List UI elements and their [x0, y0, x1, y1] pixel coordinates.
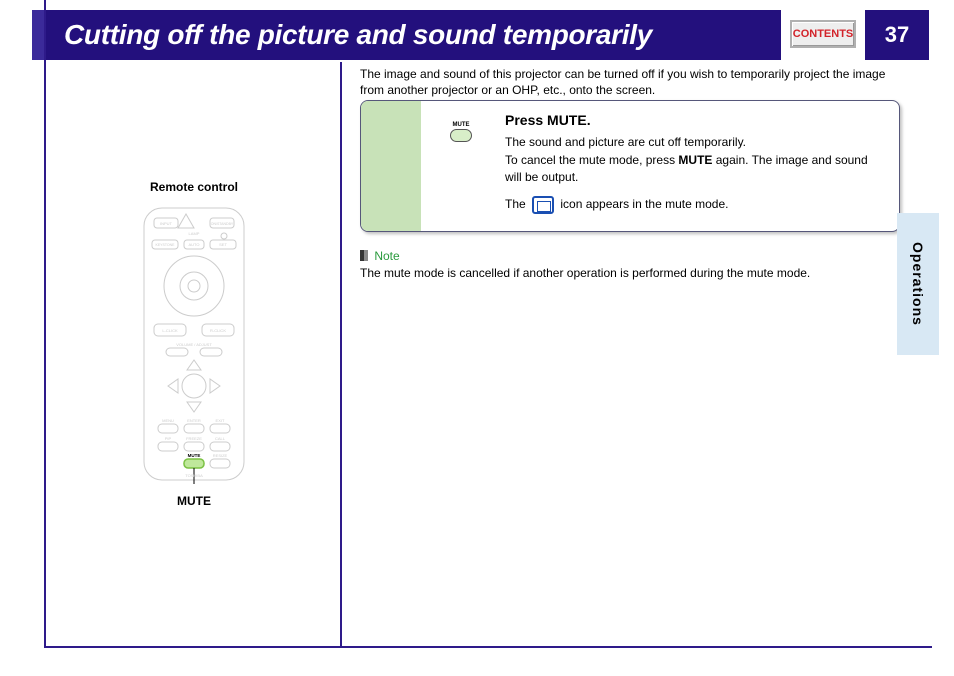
- note-text: The mute mode is cancelled if another op…: [360, 266, 898, 280]
- callout-text: Press MUTE. The sound and picture are cu…: [501, 101, 899, 231]
- remote-mute-label: MUTE: [80, 494, 308, 508]
- note-block: Note The mute mode is cancelled if anoth…: [360, 248, 898, 280]
- svg-text:MENU: MENU: [162, 418, 174, 423]
- callout-button-illustration: MUTE: [421, 101, 501, 231]
- svg-text:EXIT: EXIT: [216, 418, 225, 423]
- svg-text:CALL: CALL: [215, 436, 226, 441]
- remote-control-diagram: INPUT ON/STANDBY LAMP KEYSTONE AUTO SET …: [134, 204, 254, 484]
- callout-accent-strip: [361, 101, 421, 231]
- svg-text:AUTO: AUTO: [188, 242, 199, 247]
- section-side-tab: Operations: [897, 213, 939, 355]
- svg-text:PIP: PIP: [165, 436, 172, 441]
- svg-text:R-CLICK: R-CLICK: [210, 328, 226, 333]
- callout-line2: To cancel the mute mode, press MUTE agai…: [505, 152, 885, 186]
- mute-screen-icon: [532, 196, 554, 214]
- svg-text:LAMP: LAMP: [189, 231, 200, 236]
- remote-illustration-area: Remote control INPUT ON/STANDBY LAMP KEY…: [80, 180, 308, 508]
- svg-text:VOLUME / ADJUST: VOLUME / ADJUST: [176, 342, 212, 347]
- side-tab-label: Operations: [910, 242, 926, 326]
- instruction-callout: MUTE Press MUTE. The sound and picture a…: [360, 100, 900, 232]
- svg-text:INPUT: INPUT: [160, 221, 173, 226]
- intro-paragraph: The image and sound of this projector ca…: [360, 66, 898, 98]
- svg-text:SET: SET: [219, 242, 227, 247]
- svg-text:TOSHIBA: TOSHIBA: [185, 473, 203, 478]
- callout-line1: The sound and picture are cut off tempor…: [505, 134, 885, 151]
- svg-text:ENTER: ENTER: [187, 418, 201, 423]
- note-label: Note: [374, 249, 399, 263]
- svg-text:ON/STANDBY: ON/STANDBY: [211, 222, 234, 226]
- svg-text:MUTE: MUTE: [188, 453, 201, 458]
- mute-tiny-label: MUTE: [450, 122, 472, 128]
- callout-heading: Press MUTE.: [505, 111, 885, 131]
- callout-line3: The icon appears in the mute mode.: [505, 196, 885, 214]
- svg-text:RESIZE: RESIZE: [213, 453, 228, 458]
- svg-text:L-CLICK: L-CLICK: [162, 328, 178, 333]
- remote-title: Remote control: [80, 180, 308, 194]
- mute-button-shape: [450, 129, 472, 142]
- svg-text:FREEZE: FREEZE: [186, 436, 202, 441]
- note-icon: [360, 250, 368, 261]
- column-divider: [340, 62, 342, 646]
- svg-text:KEYSTONE: KEYSTONE: [156, 243, 176, 247]
